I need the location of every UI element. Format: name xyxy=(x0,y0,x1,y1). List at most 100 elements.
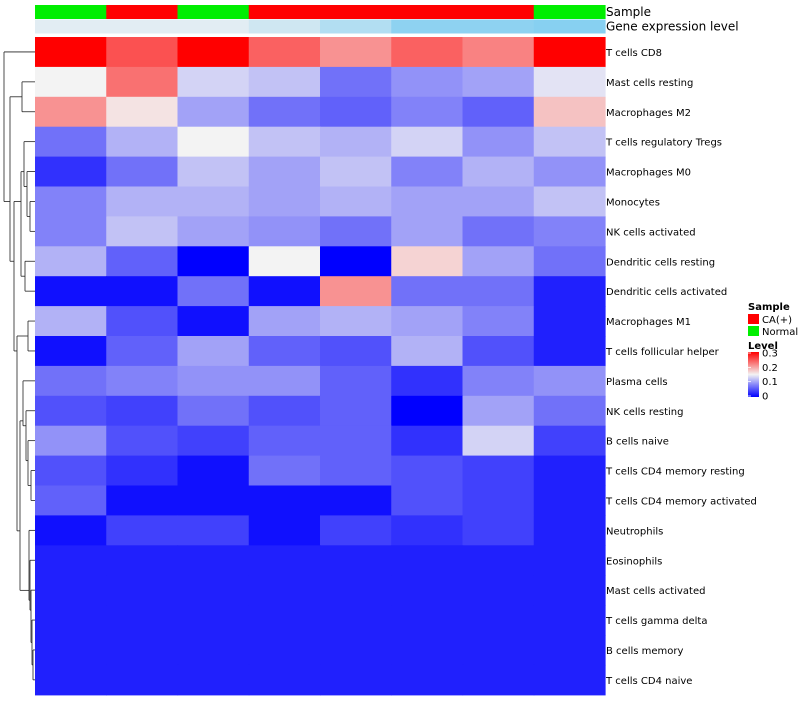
row-label: Mast cells activated xyxy=(606,586,705,597)
heatmap-cell xyxy=(462,96,535,128)
heatmap-cell xyxy=(106,485,179,516)
heatmap-cell xyxy=(533,306,606,337)
sample-legend-swatch xyxy=(748,314,759,324)
heatmap-cell xyxy=(248,635,321,666)
heatmap-cell xyxy=(35,605,107,636)
heatmap-cell xyxy=(248,96,321,128)
heatmap-cell xyxy=(391,605,464,636)
heatmap-cell xyxy=(462,425,535,457)
sample-annotation-cell xyxy=(533,5,606,19)
heatmap-cell xyxy=(391,365,464,397)
heatmap-cell xyxy=(462,66,535,98)
heatmap-cell xyxy=(35,186,107,217)
heatmap-cell xyxy=(35,395,107,427)
heatmap-cell xyxy=(533,365,606,397)
heatmap-cell xyxy=(106,306,179,337)
heatmap-cell xyxy=(533,186,606,217)
row-label: T cells regulatory Tregs xyxy=(605,138,722,149)
heatmap-cell xyxy=(248,395,321,427)
heatmap-cell xyxy=(533,485,606,516)
heatmap-cell xyxy=(177,66,250,98)
heatmap-cell xyxy=(462,395,535,427)
expression-annotation-cell xyxy=(248,19,321,34)
heatmap-cell xyxy=(177,395,250,427)
heatmap-cell xyxy=(391,425,464,457)
heatmap-cell xyxy=(462,485,535,516)
heatmap-cell xyxy=(320,37,392,68)
sample-legend-label: Normal xyxy=(762,327,798,338)
heatmap-cell xyxy=(320,664,392,696)
heatmap-cell xyxy=(391,336,464,367)
heatmap-cell xyxy=(177,336,250,367)
heatmap-cell xyxy=(462,246,535,277)
heatmap-cell xyxy=(391,186,464,217)
heatmap-cell xyxy=(35,515,107,546)
heatmap-cell xyxy=(35,485,107,516)
heatmap-cell xyxy=(248,485,321,516)
row-label: T cells CD4 memory resting xyxy=(605,467,745,478)
heatmap-cell xyxy=(35,455,107,487)
heatmap-cell xyxy=(248,664,321,696)
heatmap-cell xyxy=(35,216,107,247)
heatmap-cell xyxy=(533,425,606,457)
sample-track-label: Sample xyxy=(606,5,651,19)
heatmap-cell xyxy=(177,485,250,516)
heatmap-cell xyxy=(391,276,464,307)
row-label: Plasma cells xyxy=(606,377,668,388)
heatmap-cell xyxy=(462,365,535,397)
heatmap-cell xyxy=(248,365,321,397)
sample-legend-swatch xyxy=(748,326,759,336)
heatmap-cell xyxy=(248,455,321,487)
heatmap-cell xyxy=(391,37,464,68)
level-legend-title: Level xyxy=(748,341,778,352)
heatmap-cell xyxy=(533,156,606,188)
heatmap-cell xyxy=(177,186,250,217)
heatmap-cell xyxy=(533,246,606,277)
heatmap-cell xyxy=(177,156,250,188)
heatmap-cell xyxy=(106,96,179,128)
heatmap-cell xyxy=(177,276,250,307)
heatmap-cell xyxy=(391,216,464,247)
heatmap-cell xyxy=(248,186,321,217)
heatmap-cell xyxy=(391,455,464,487)
heatmap-cell xyxy=(320,126,392,158)
heatmap-cell xyxy=(320,635,392,666)
heatmap-cell xyxy=(533,336,606,367)
row-label: Dendritic cells activated xyxy=(606,287,727,298)
heatmap-cell xyxy=(320,216,392,247)
expression-annotation-cell xyxy=(106,19,179,34)
heatmap-cell xyxy=(462,664,535,696)
heatmap-cell xyxy=(35,664,107,696)
heatmap-cell xyxy=(462,515,535,546)
sample-annotation-cell xyxy=(320,5,392,19)
heatmap-cell xyxy=(106,126,179,158)
heatmap-cell xyxy=(177,635,250,666)
heatmap-cell xyxy=(320,485,392,516)
heatmap-cell xyxy=(462,126,535,158)
row-label: Macrophages M1 xyxy=(606,317,691,328)
row-label: NK cells resting xyxy=(606,407,683,418)
row-label: Eosinophils xyxy=(606,556,662,567)
heatmap-cell xyxy=(462,276,535,307)
heatmap-cell xyxy=(391,66,464,98)
heatmap-cell xyxy=(177,455,250,487)
heatmap-cell xyxy=(533,515,606,546)
heatmap-cell xyxy=(106,336,179,367)
heatmap-cell xyxy=(106,37,179,68)
heatmap-cell xyxy=(462,336,535,367)
level-legend-label: 0.3 xyxy=(762,349,778,360)
heatmap-cell xyxy=(462,635,535,666)
heatmap-cell xyxy=(248,66,321,98)
level-legend-label: 0 xyxy=(762,392,768,403)
heatmap-cell xyxy=(533,664,606,696)
heatmap-cell xyxy=(106,455,179,487)
row-label: Dendritic cells resting xyxy=(606,257,715,268)
heatmap-cell xyxy=(320,246,392,277)
heatmap-cell xyxy=(35,126,107,158)
heatmap-cell xyxy=(320,66,392,98)
sample-annotation-cell xyxy=(35,5,107,19)
heatmap-cell xyxy=(177,246,250,277)
expression-annotation-cell xyxy=(533,19,606,34)
row-label: B cells memory xyxy=(606,646,683,657)
